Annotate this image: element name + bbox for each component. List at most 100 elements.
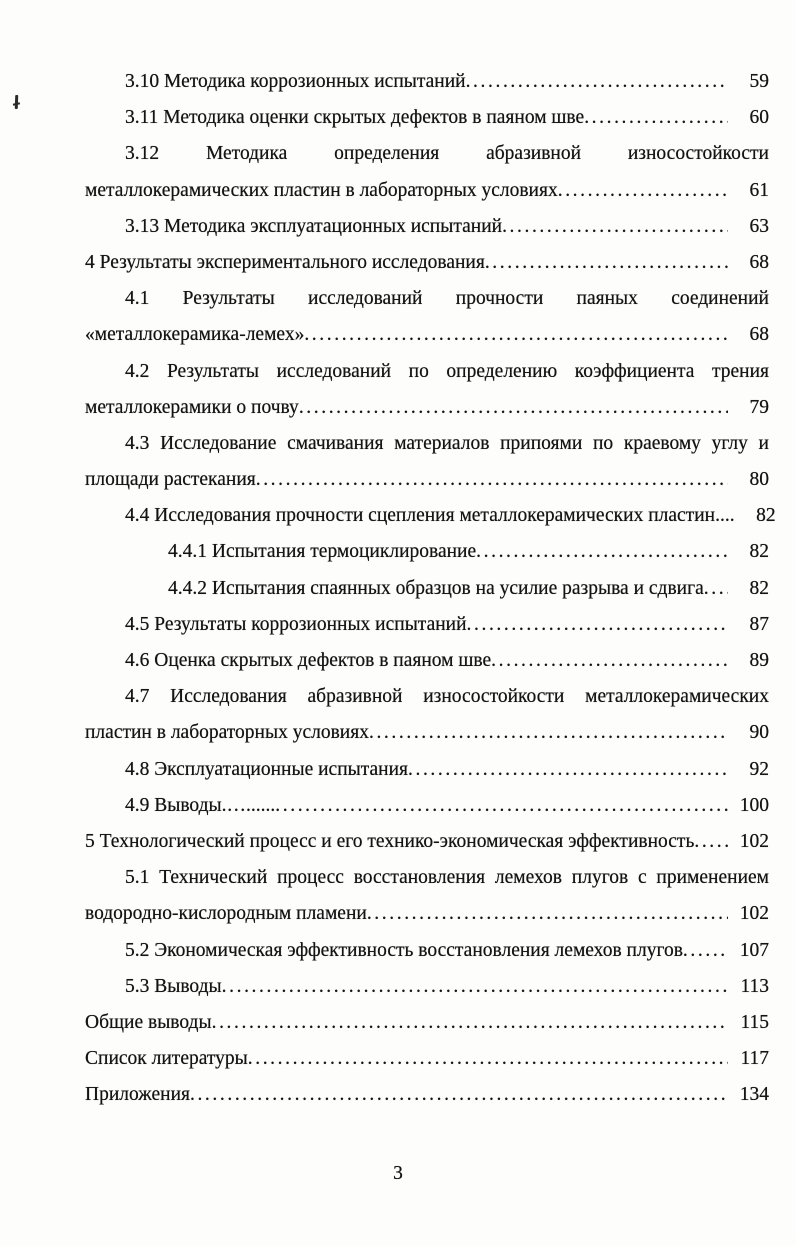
dot-leader [485, 252, 728, 274]
toc-page-number: 63 [749, 215, 770, 237]
toc-line: 4.4.2 Испытания спаянных образцов на уси… [85, 578, 769, 614]
toc-entry-text: 3.10 Методика коррозионных испытаний [125, 71, 466, 92]
toc-line: Список литературы 117 [85, 1048, 769, 1084]
dot-leader [467, 614, 728, 636]
dot-leader [369, 722, 728, 744]
toc-line: 4.5 Результаты коррозионных испытаний 87 [85, 614, 769, 650]
toc-line: 4.8 Эксплуатационные испытания 92 [85, 759, 769, 795]
dot-leader [683, 940, 728, 962]
toc-line: 3.13 Методика эксплуатационных испытаний… [85, 216, 769, 252]
toc-entry-text: 4.4.2 Испытания спаянных образцов на уси… [168, 577, 704, 599]
toc-entry-text: 3.13 Методика эксплуатационных испытаний [125, 215, 503, 237]
toc-entry-text: 4.8 Эксплуатационные испытания [125, 758, 408, 780]
toc-line: водородно-кислородным пламени 102 [85, 903, 769, 939]
dot-leader [558, 180, 728, 202]
toc-line: 3.11 Методика оценки скрытых дефектов в … [85, 107, 769, 143]
dot-leader [256, 469, 728, 491]
dot-leader [491, 650, 728, 672]
toc-page-number: 107 [739, 939, 769, 961]
toc-entry-text: 4 Результаты экспериментального исследов… [85, 251, 485, 273]
toc-entry-text: 5.3 Выводы [125, 975, 222, 997]
dot-leader [704, 578, 728, 600]
toc-page-number: 87 [749, 613, 770, 635]
toc-page-number: 82 [756, 505, 776, 527]
toc-entry-text: 4.4 Исследования прочности сцепления мет… [125, 505, 735, 527]
toc-entry-text: 4.6 Оценка скрытых дефектов в паяном шве [125, 650, 492, 671]
toc-line: 3.12 Методика определения абразивной изн… [85, 143, 769, 179]
toc-line: площади растекания 80 [85, 469, 769, 505]
toc-entry-text: «металлокерамика-лемех» [85, 324, 305, 346]
toc-page-number: 89 [749, 650, 770, 671]
toc-entry-text: 4.9 Выводы.…...... [125, 794, 276, 816]
toc-line: Приложения 134 [85, 1084, 769, 1120]
toc-page-number: 102 [739, 830, 769, 852]
toc-line: 5 Технологический процесс и его технико-… [85, 831, 769, 867]
toc-line: металлокерамических пластин в лабораторн… [85, 180, 769, 216]
toc-page-number: 92 [749, 758, 770, 780]
table-of-contents: 3.10 Методика коррозионных испытаний593.… [85, 71, 776, 1120]
toc-entry-text: 5.1 Технический процесс восстановления л… [125, 867, 769, 889]
toc-page-number: 79 [749, 396, 770, 418]
page-number-footer: 3 [393, 1163, 403, 1184]
dot-leader [222, 976, 728, 998]
toc-line: Общие выводы 115 [85, 1012, 769, 1048]
toc-entry-text: металлокерамических пластин в лабораторн… [85, 179, 558, 201]
toc-line: 4.9 Выводы.…...... 100 [85, 795, 769, 831]
dot-leader [466, 71, 728, 93]
toc-entry-text: 5 Технологический процесс и его технико-… [85, 830, 695, 852]
toc-page-number: 90 [749, 722, 770, 744]
toc-entry-text: металлокерамики о почву [85, 396, 299, 418]
toc-page-number: 117 [740, 1048, 769, 1070]
toc-line: 4.2 Результаты исследований по определен… [85, 361, 769, 397]
toc-line: 4.7 Исследования абразивной износостойко… [85, 686, 769, 722]
toc-entry-text: Приложения [85, 1084, 190, 1106]
dot-leader [502, 216, 728, 238]
toc-page-number: 68 [749, 251, 770, 273]
toc-line: 4.6 Оценка скрытых дефектов в паяном шве… [85, 650, 769, 686]
dot-leader [367, 903, 728, 925]
toc-page-number: 102 [739, 903, 769, 925]
toc-page-number: 60 [749, 107, 770, 129]
toc-entry-text: 5.2 Экономическая эффективность восстано… [125, 939, 683, 961]
toc-line: 4.4.1 Испытания термоциклирование 82 [85, 541, 769, 577]
toc-entry-text: 4.7 Исследования абразивной износостойко… [125, 686, 769, 708]
toc-entry-text: Общие выводы [85, 1011, 212, 1033]
toc-entry-text: 4.4.1 Испытания термоциклирование [168, 541, 477, 563]
toc-page-number: 59 [749, 71, 770, 92]
toc-entry-text: 3.12 Методика определения абразивной изн… [125, 143, 769, 165]
toc-entry-text: 4.5 Результаты коррозионных испытаний [125, 613, 467, 635]
toc-line: 5.1 Технический процесс восстановления л… [85, 867, 769, 903]
toc-page-number: 134 [739, 1084, 769, 1106]
toc-page-number: 68 [749, 324, 770, 346]
toc-page-number: 82 [749, 577, 770, 599]
dot-leader [212, 1012, 728, 1034]
toc-line: пластин в лабораторных условиях 90 [85, 722, 769, 758]
toc-line: 3.10 Методика коррозионных испытаний 59 [85, 71, 769, 107]
dot-leader [694, 831, 728, 853]
toc-entry-text: 4.2 Результаты исследований по определен… [125, 360, 769, 382]
toc-entry-text: 3.11 Методика оценки скрытых дефектов в … [125, 107, 585, 129]
toc-line: металлокерамики о почву 79 [85, 397, 769, 433]
toc-entry-text: площади растекания [85, 469, 256, 491]
toc-page-number: 113 [740, 975, 769, 997]
toc-line: 5.2 Экономическая эффективность восстано… [85, 940, 769, 976]
toc-line: 5.3 Выводы 113 [85, 976, 769, 1012]
dot-leader [275, 795, 728, 817]
toc-line: «металлокерамика-лемех» 68 [85, 324, 769, 360]
toc-entry-text: 4.3 Исследование смачивания материалов п… [125, 432, 769, 454]
toc-page-number: 61 [749, 179, 770, 201]
dot-leader [304, 324, 728, 346]
dot-leader [190, 1084, 728, 1106]
toc-line: 4 Результаты экспериментального исследов… [85, 252, 769, 288]
dot-leader [476, 541, 728, 563]
toc-page-number: 115 [740, 1011, 769, 1033]
toc-entry-text: Список литературы [85, 1048, 248, 1070]
toc-line: 4.3 Исследование смачивания материалов п… [85, 433, 769, 469]
dot-leader [408, 759, 728, 781]
toc-line: 4.4 Исследования прочности сцепления мет… [85, 505, 776, 541]
dot-leader [584, 107, 728, 129]
toc-page-number: 80 [749, 469, 770, 491]
scan-artifact-mark [14, 94, 19, 110]
toc-line: 4.1 Результаты исследований прочности па… [85, 288, 769, 324]
